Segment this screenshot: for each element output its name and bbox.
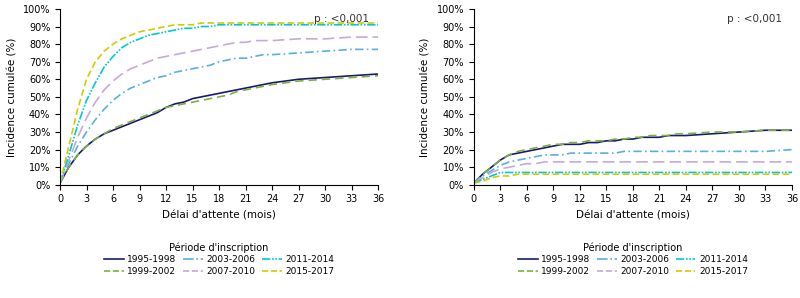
X-axis label: Délai d'attente (mois): Délai d'attente (mois) (162, 210, 276, 220)
X-axis label: Délai d'attente (mois): Délai d'attente (mois) (576, 210, 690, 220)
Legend: 1995-1998, 1999-2002, 2003-2006, 2007-2010, 2011-2014, 2015-2017: 1995-1998, 1999-2002, 2003-2006, 2007-20… (518, 242, 748, 276)
Y-axis label: Incidence cumulée (%): Incidence cumulée (%) (7, 37, 18, 156)
Legend: 1995-1998, 1999-2002, 2003-2006, 2007-2010, 2011-2014, 2015-2017: 1995-1998, 1999-2002, 2003-2006, 2007-20… (104, 242, 334, 276)
Text: p : <0,001: p : <0,001 (727, 14, 782, 24)
Y-axis label: Incidence cumulée (%): Incidence cumulée (%) (421, 37, 431, 156)
Text: p : <0,001: p : <0,001 (314, 14, 369, 24)
